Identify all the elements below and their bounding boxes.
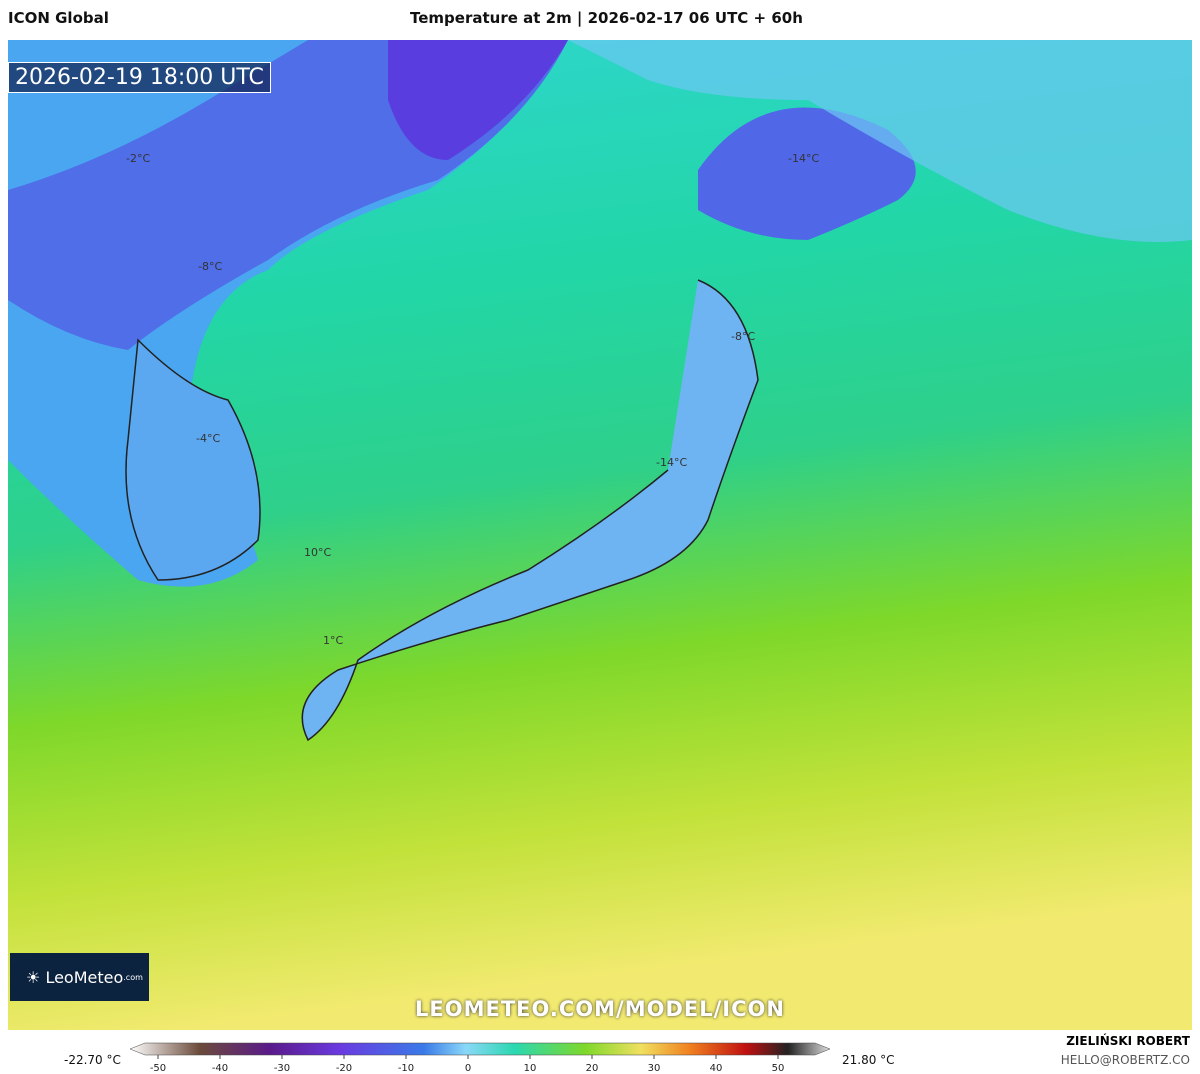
colorbar-tick-label: -40 xyxy=(212,1063,228,1074)
colorbar-tick-label: -30 xyxy=(274,1063,290,1074)
colorbar-tick-label: -50 xyxy=(150,1063,166,1074)
colorbar-max: 21.80 °C xyxy=(842,1053,895,1067)
temperature-label: 1°C xyxy=(323,634,343,647)
colorbar-tick-label: 30 xyxy=(648,1063,661,1074)
temperature-label: -8°C xyxy=(198,260,222,273)
logo-suffix: .com xyxy=(123,972,143,982)
temperature-label: -8°C xyxy=(731,330,755,343)
temperature-label: 10°C xyxy=(304,546,331,559)
temperature-label: -14°C xyxy=(656,456,687,469)
temperature-map: -2°C -8°C -4°C 10°C 1°C -14°C -8°C -14°C xyxy=(8,40,1192,1030)
temperature-label: -14°C xyxy=(788,152,819,165)
map-title: Temperature at 2m | 2026-02-17 06 UTC + … xyxy=(410,9,803,27)
temperature-label: -4°C xyxy=(196,432,220,445)
colorbar-tick-label: 40 xyxy=(710,1063,723,1074)
colorbar-tick-label: 0 xyxy=(465,1063,471,1074)
valid-time: 2026-02-19 18:00 UTC xyxy=(8,62,271,93)
model-name: ICON Global xyxy=(8,9,109,27)
colorbar-tick-label: -20 xyxy=(336,1063,352,1074)
logo-brand: LeoMeteo xyxy=(45,967,124,987)
colorbar-tick-label: 10 xyxy=(524,1063,537,1074)
author: ZIELIŃSKI ROBERT xyxy=(1066,1034,1190,1048)
email: HELLO@ROBERTZ.CO xyxy=(1060,1053,1190,1067)
temperature-label: -2°C xyxy=(126,152,150,165)
colorbar-tick-label: -10 xyxy=(398,1063,414,1074)
watermark: LEOMETEO.COM/MODEL/ICON xyxy=(415,997,785,1021)
colorbar-min: -22.70 °C xyxy=(64,1053,121,1067)
colorbar-tick-label: 50 xyxy=(772,1063,785,1074)
colorbar-tick-label: 20 xyxy=(586,1063,599,1074)
logo: ☀ LeoMeteo .com xyxy=(10,953,149,1001)
colorbar: -50 -40 -30 -20 -10 0 10 20 30 40 50 xyxy=(129,1042,831,1074)
